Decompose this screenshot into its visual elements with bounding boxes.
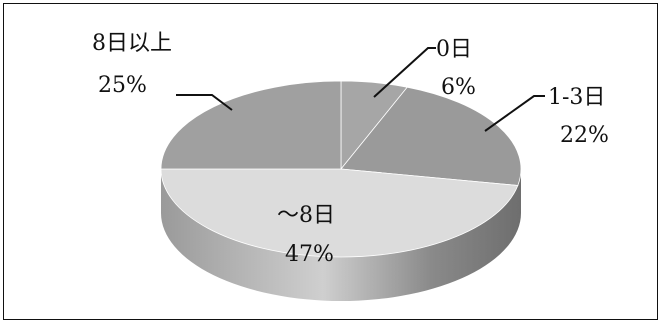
leader-line-1 <box>484 95 545 132</box>
leader-line-3 <box>176 94 233 111</box>
pie-side-wall <box>161 169 521 301</box>
slice-label-1: 1-3日 <box>548 85 605 110</box>
pie-slice-3 <box>160 80 342 170</box>
slice-pct-2: 47% <box>285 242 334 267</box>
pie-slice-2 <box>160 168 519 258</box>
slice-pct-0: 6% <box>441 75 476 100</box>
slice-pct-3: 25% <box>98 73 147 98</box>
pie-slice-1 <box>340 86 522 186</box>
pie-body <box>160 80 522 301</box>
slice-label-0: 0日 <box>436 37 472 62</box>
slice-pct-1: 22% <box>560 123 609 148</box>
leader-line-0 <box>373 47 436 98</box>
slice-label-2: ～8日 <box>277 203 335 228</box>
slice-label-3: 8日以上 <box>92 31 172 56</box>
